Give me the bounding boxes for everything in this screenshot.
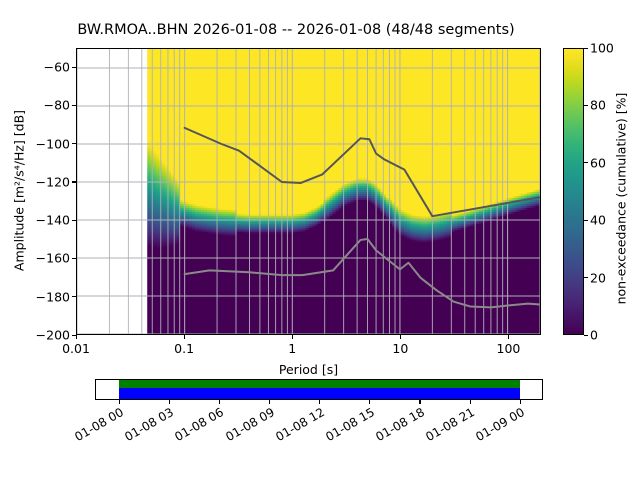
timeline-tick-mark	[319, 400, 321, 404]
timeline-psd-coverage	[119, 380, 521, 388]
timeline-axes	[95, 379, 543, 400]
timeline-tick-mark	[168, 400, 170, 404]
colorbar-tick-mark	[584, 219, 588, 221]
y-tick-label: −60	[43, 59, 70, 75]
y-tick-mark	[72, 334, 76, 336]
y-tick-label: −140	[35, 212, 70, 228]
page-title: BW.RMOA..BHN 2026-01-08 -- 2026-01-08 (4…	[77, 22, 515, 38]
x-tick-label: 10	[392, 341, 409, 356]
colorbar-tick-mark	[584, 104, 588, 107]
timeline-tick-mark	[118, 400, 120, 404]
y-tick-label: −120	[35, 174, 70, 190]
colorbar-tick-mark	[584, 162, 588, 164]
y-tick-label: −200	[35, 327, 70, 343]
y-tick-mark	[72, 104, 76, 107]
timeline-tick-mark	[519, 400, 521, 404]
colorbar-gradient	[564, 49, 583, 334]
x-tick-mark	[75, 335, 77, 339]
x-tick-label: 0.01	[62, 341, 90, 356]
x-tick-mark	[291, 335, 293, 339]
y-tick-mark	[72, 143, 76, 145]
colorbar-tick-label: 20	[590, 270, 606, 286]
timeline-tick-mark	[419, 400, 421, 404]
colorbar-tick-mark	[584, 277, 588, 279]
y-tick-label: −180	[35, 289, 70, 305]
colorbar-tick-label: 80	[590, 97, 606, 113]
x-tick-label: 100	[496, 341, 521, 356]
colorbar-tick-mark	[584, 334, 588, 336]
x-tick-label: 1	[288, 341, 297, 356]
y-tick-mark	[72, 219, 76, 221]
x-tick-mark	[399, 335, 402, 339]
y-tick-mark	[72, 66, 76, 68]
timeline-data-coverage	[119, 387, 521, 399]
timeline-tick-mark	[218, 400, 221, 404]
colorbar-tick-label: 40	[590, 212, 606, 228]
y-tick-mark	[72, 181, 76, 183]
colorbar-tick-label: 100	[590, 40, 614, 56]
y-tick-label: −160	[35, 250, 70, 266]
y-tick-label: −80	[43, 97, 70, 113]
colorbar-tick-mark	[584, 47, 588, 49]
y-tick-mark	[72, 296, 76, 298]
timeline-tick-mark	[369, 400, 371, 404]
y-tick-label: −100	[35, 136, 70, 152]
colorbar-tick-label: 60	[590, 155, 606, 171]
x-tick-label: 0.1	[174, 341, 195, 356]
y-axis-ticklabels: −60 −80 −100 −120 −140 −160 −180 −200	[0, 0, 70, 480]
y-tick-mark	[72, 257, 76, 260]
colorbar-tick-label: 0	[590, 327, 598, 343]
timeline-tick-mark	[469, 400, 471, 404]
x-tick-mark	[183, 335, 185, 339]
colorbar	[563, 48, 584, 335]
timeline-tick-mark	[269, 400, 271, 404]
x-axis-label: Period [s]	[278, 362, 339, 377]
x-tick-mark	[507, 335, 510, 339]
